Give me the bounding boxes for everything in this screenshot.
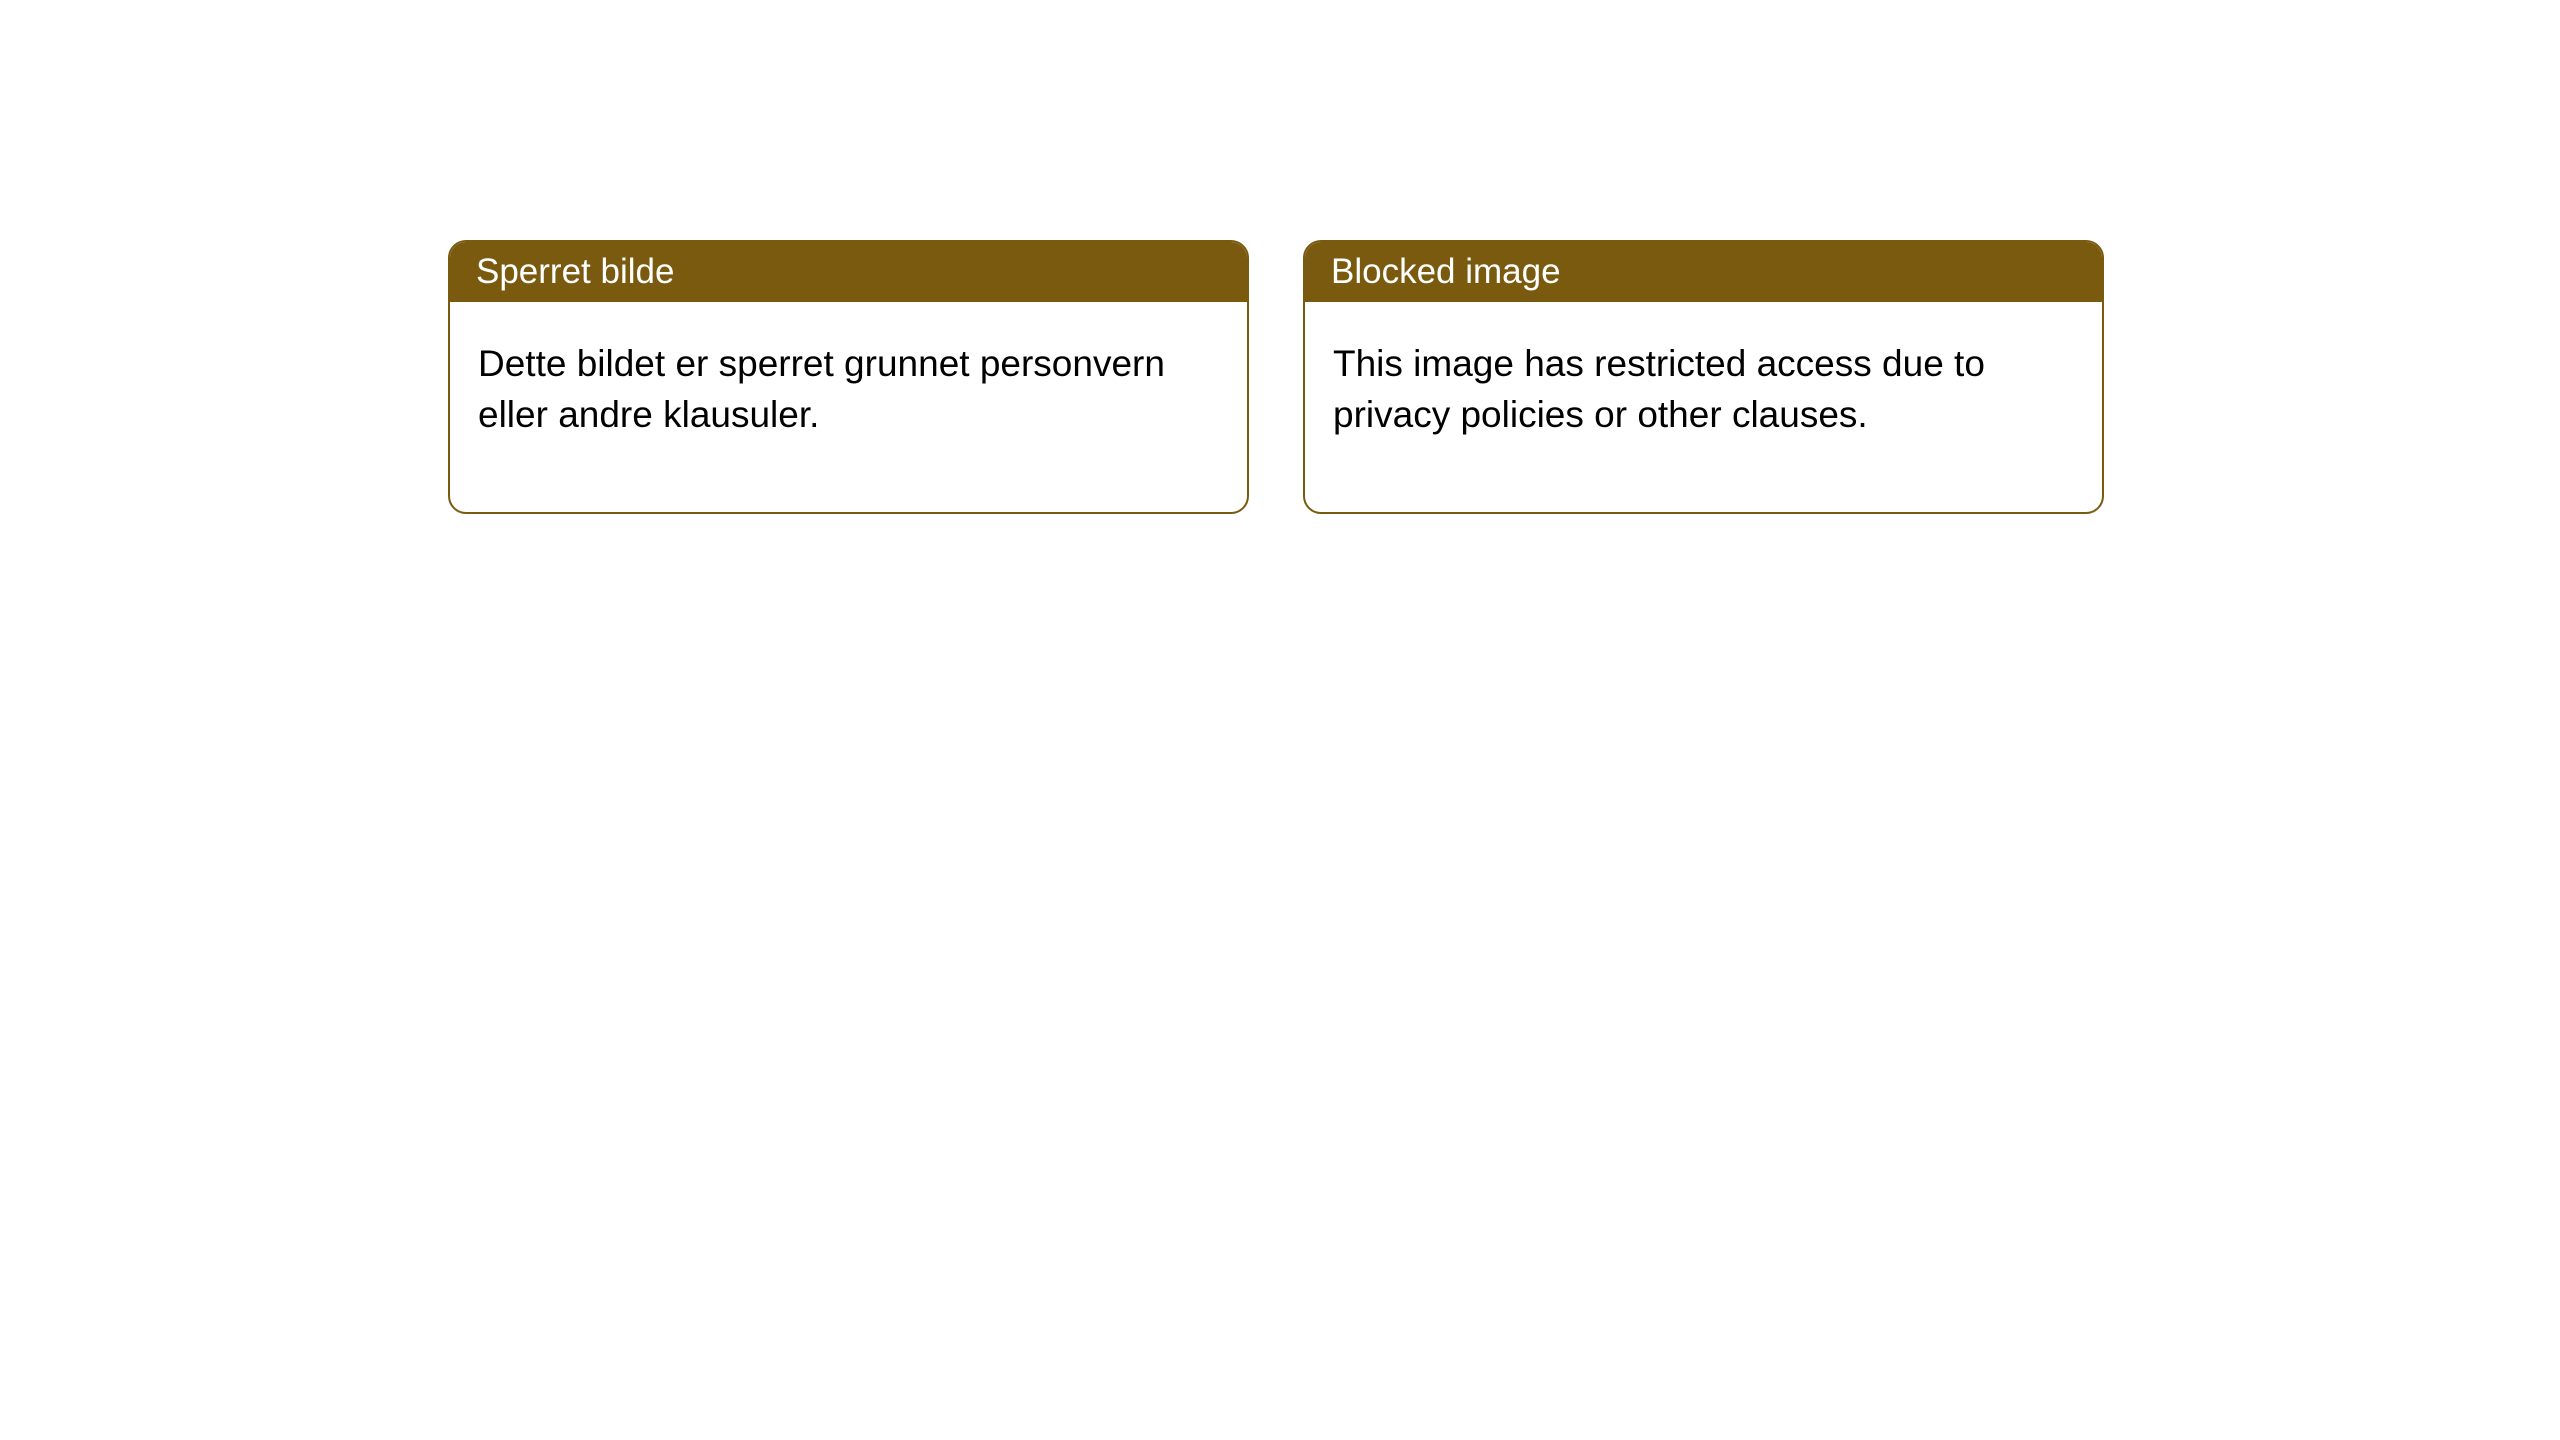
notice-title: Blocked image	[1331, 252, 1561, 291]
notice-body-text: This image has restricted access due to …	[1333, 343, 1985, 435]
notice-box-norwegian: Sperret bilde Dette bildet er sperret gr…	[448, 240, 1249, 514]
notice-container: Sperret bilde Dette bildet er sperret gr…	[448, 240, 2104, 514]
notice-header-english: Blocked image	[1305, 242, 2102, 302]
notice-body-text: Dette bildet er sperret grunnet personve…	[478, 343, 1165, 435]
notice-title: Sperret bilde	[476, 252, 674, 291]
notice-body-norwegian: Dette bildet er sperret grunnet personve…	[450, 302, 1247, 512]
notice-header-norwegian: Sperret bilde	[450, 242, 1247, 302]
notice-body-english: This image has restricted access due to …	[1305, 302, 2102, 512]
notice-box-english: Blocked image This image has restricted …	[1303, 240, 2104, 514]
